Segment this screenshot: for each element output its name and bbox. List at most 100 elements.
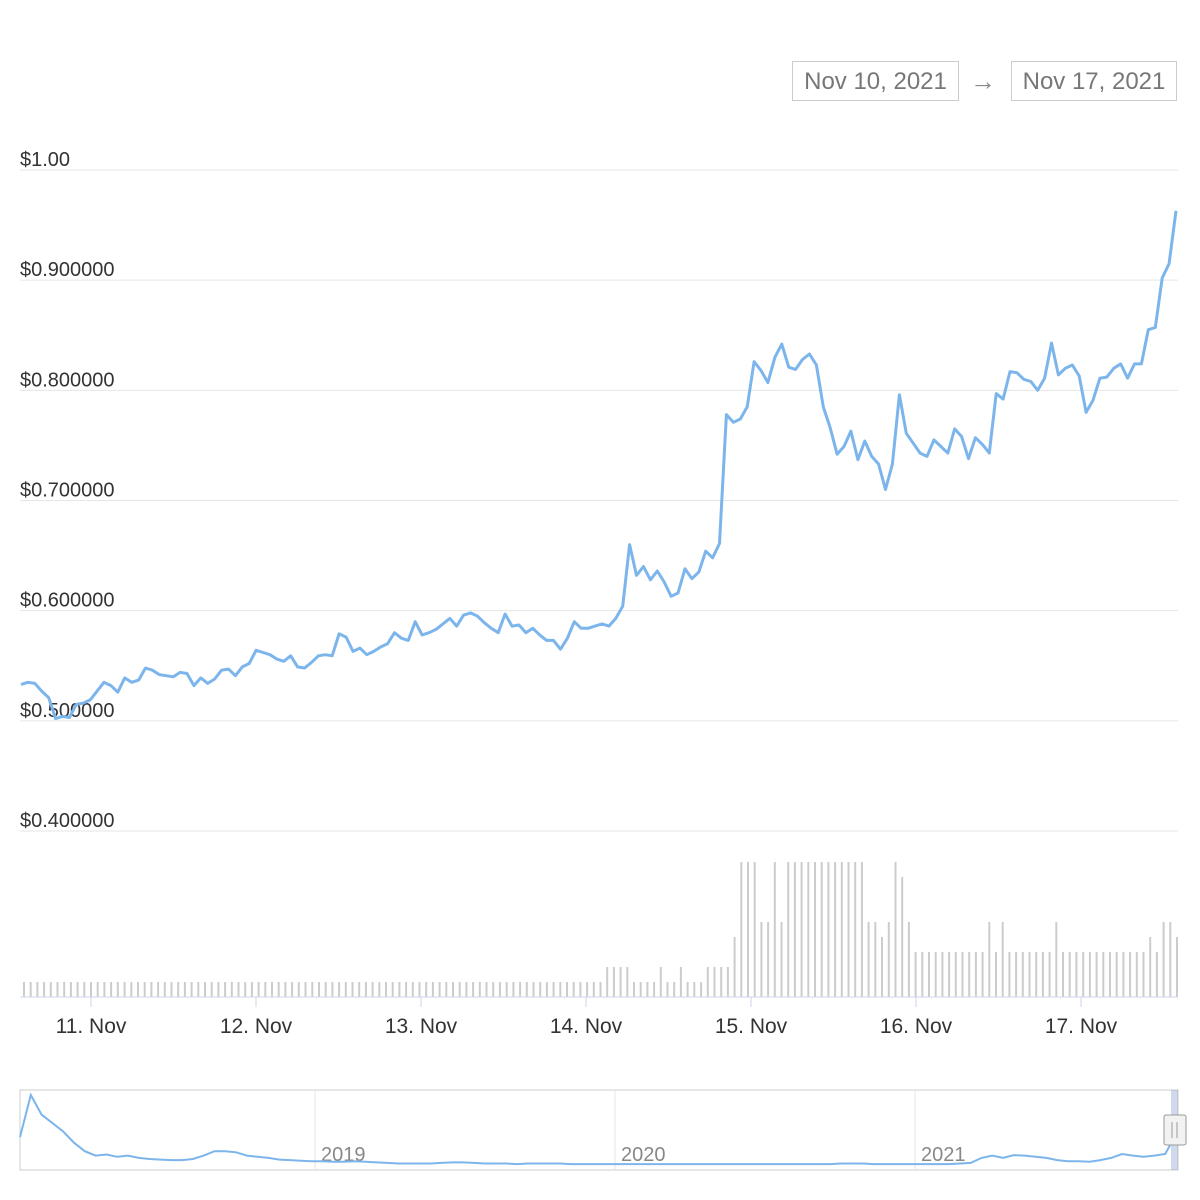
navigator-handle[interactable] (1163, 1114, 1187, 1146)
volume-bar (679, 967, 682, 997)
volume-bar (36, 982, 39, 997)
volume-bar (190, 982, 193, 997)
volume-bar (411, 982, 414, 997)
volume-bar (311, 982, 314, 997)
navigator-year-label: 2021 (921, 1144, 966, 1166)
grip-icon (1171, 1122, 1178, 1138)
volume-bar (1028, 952, 1031, 997)
volume-bar (1142, 952, 1145, 997)
volume-bar (592, 982, 595, 997)
volume-bar (170, 982, 173, 997)
volume-bar (271, 982, 273, 997)
navigator-line (19, 1092, 1177, 1166)
volume-bar (760, 922, 763, 997)
volume-bar (981, 952, 984, 997)
volume-bar (840, 862, 843, 997)
volume-bar (398, 982, 401, 997)
volume-bar (934, 952, 937, 997)
volume-bar (291, 982, 294, 997)
volume-bar (391, 982, 394, 997)
volume-bar (814, 862, 816, 997)
grid-lines (20, 169, 1178, 832)
volume-bar (1001, 922, 1004, 997)
y-tick-label: $0.500000 (20, 700, 115, 722)
volume-bar (1062, 952, 1064, 997)
volume-bar (472, 982, 475, 997)
y-tick-label: $0.600000 (20, 590, 115, 612)
volume-bar (686, 982, 689, 997)
volume-bar (1155, 952, 1158, 997)
volume-bar (793, 862, 796, 997)
volume-bar (834, 862, 837, 997)
volume-bar (63, 982, 66, 997)
volume-bar (867, 922, 870, 997)
volume-bar (586, 982, 589, 997)
volume-bar (431, 982, 434, 997)
volume-bar (143, 982, 146, 997)
volume-bar (1041, 952, 1044, 997)
volume-bar (827, 862, 830, 997)
range-to-input[interactable]: Nov 17, 2021 (1011, 61, 1177, 101)
range-from-input[interactable]: Nov 10, 2021 (792, 61, 959, 101)
volume-bar (123, 982, 126, 997)
volume-bar (183, 982, 186, 997)
volume-bar (552, 982, 555, 997)
volume-bar (23, 982, 25, 997)
volume-bar (137, 982, 139, 997)
volume-bar (318, 982, 320, 997)
volume-bar (847, 862, 850, 997)
volume-bar (700, 982, 703, 997)
volume-bar (1122, 952, 1125, 997)
volume-bar (512, 982, 515, 997)
navigator: 2019 2020 2021 (19, 1089, 1187, 1171)
volume-bar (250, 982, 253, 997)
volume-bar (666, 982, 669, 997)
volume-bar (807, 862, 810, 997)
volume-bar (29, 982, 32, 997)
volume-bar (874, 922, 877, 997)
volume-bar (331, 982, 334, 997)
volume-bar (284, 982, 287, 997)
volume-bar (519, 982, 522, 997)
volume-bar (961, 952, 964, 997)
x-axis-labels: 11. Nov 12. Nov 13. Nov 14. Nov 15. Nov 16. N… (56, 997, 1118, 1038)
volume-bar (633, 982, 635, 997)
volume-bar (787, 862, 790, 997)
x-tick-label: 13. Nov (385, 1015, 458, 1038)
volume-bar (425, 982, 428, 997)
x-tick-label: 11. Nov (56, 1015, 127, 1038)
volume-bar (1109, 952, 1111, 997)
y-tick-label: $0.800000 (20, 369, 115, 391)
volume-bar (639, 982, 642, 997)
volume-bar (56, 982, 59, 997)
volume-bar (150, 982, 153, 997)
volume-bar (646, 982, 649, 997)
volume-bar (452, 982, 454, 997)
volume-bar (733, 937, 736, 997)
volume-bar (988, 922, 991, 997)
volume-bar (948, 952, 951, 997)
volume-bar (116, 982, 119, 997)
volume-bar (1075, 952, 1078, 997)
volume-bar (599, 982, 602, 997)
volume-bar (606, 967, 609, 997)
volume-bar (90, 982, 92, 997)
volume-bar (257, 982, 260, 997)
volume-bar (385, 982, 387, 997)
volume-bar (626, 967, 629, 997)
volume-bar (706, 967, 709, 997)
volume-bar (800, 862, 803, 997)
volume-bar (217, 982, 220, 997)
volume-bar (1082, 952, 1085, 997)
volume-bar (230, 982, 233, 997)
volume-bar (492, 982, 495, 997)
volume-bar (566, 982, 568, 997)
volume-bar (96, 982, 99, 997)
volume-bar (224, 982, 227, 997)
volume-bar (445, 982, 448, 997)
volume-bar (901, 877, 904, 997)
volume-bar (204, 982, 206, 997)
volume-bar (478, 982, 481, 997)
volume-bar (458, 982, 461, 997)
